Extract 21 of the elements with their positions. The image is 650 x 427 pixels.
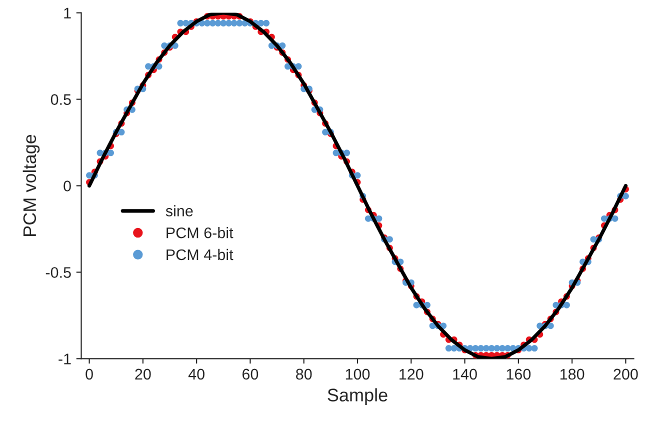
x-tick-label: 80 xyxy=(296,368,312,380)
x-tick-label: 60 xyxy=(242,368,258,380)
x-tick-label: 40 xyxy=(188,368,204,380)
x-tick-label: 20 xyxy=(135,368,151,380)
x-tick-label: 200 xyxy=(614,368,638,380)
y-axis-title: PCM voltage xyxy=(22,134,40,236)
y-tick-label: -0.5 xyxy=(46,267,71,278)
legend-label: PCM 6-bit xyxy=(166,227,234,238)
y-tick-label: -1 xyxy=(58,354,71,364)
x-tick-label: 140 xyxy=(453,368,477,380)
y-tick-label: 1 xyxy=(64,8,71,18)
legend-label: PCM 4-bit xyxy=(166,248,234,260)
legend-label: sine xyxy=(166,205,193,216)
x-tick-label: 160 xyxy=(506,368,531,380)
y-tick-label: 0 xyxy=(64,180,71,192)
x-tick-label: 180 xyxy=(560,368,584,380)
x-tick-label: 0 xyxy=(86,368,93,380)
x-axis-title: Sample xyxy=(328,388,388,406)
y-tick-label: 0.5 xyxy=(50,94,71,105)
x-tick-label: 120 xyxy=(400,368,424,380)
x-tick-label: 100 xyxy=(346,368,370,380)
